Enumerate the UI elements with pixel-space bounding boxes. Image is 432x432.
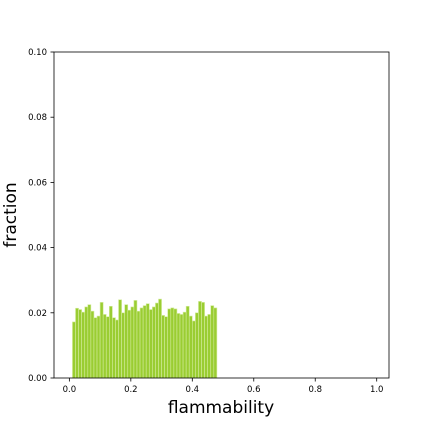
histogram-bar [182,311,187,379]
histogram-bar [90,310,95,379]
histogram-bar [176,313,181,379]
histogram-bar [105,316,110,379]
histogram-bar [72,321,76,379]
histogram-bar [127,309,132,379]
histogram-bar [185,305,190,379]
y-tick-label: 0.06 [28,178,47,188]
histogram-bar [96,315,101,379]
y-axis-label: fraction [1,182,21,247]
histogram-bar [118,299,122,379]
histogram-bar [115,319,119,379]
x-axis-ticks: 0.0 0.2 0.4 0.6 0.8 1.0 [63,378,384,395]
x-axis-label: flammability [168,398,274,418]
x-tick-label: 0.2 [124,385,138,395]
histogram-bar [164,316,169,379]
histogram-bar [93,317,98,379]
y-tick-label: 0.00 [28,374,47,384]
y-tick-label: 0.04 [28,244,47,254]
histogram-bar [142,305,147,379]
histogram-bar [75,307,79,379]
histogram-bar [173,308,178,379]
histogram-bar [207,314,212,379]
histogram-bar [112,317,116,379]
histogram-bar [179,314,184,379]
histogram-bar [121,312,125,379]
histogram-bar [152,306,156,379]
histogram-bar [124,304,129,379]
histogram-bar [155,302,159,379]
histogram-bar [145,303,150,379]
x-tick-label: 0.8 [308,385,322,395]
histogram-bar [87,304,92,379]
x-tick-label: 0.4 [186,385,200,395]
x-tick-label: 0.0 [63,385,77,395]
plot-frame [53,51,390,379]
x-tick-label: 1.0 [370,385,384,395]
histogram-bar [109,305,113,379]
x-tick-label: 0.6 [247,385,261,395]
histogram-bar [210,305,215,379]
histogram-bar [158,298,162,379]
histogram-bar [198,301,202,379]
histogram-bar [204,315,208,379]
histogram-bar [130,306,135,379]
histogram-bar [167,308,172,379]
histogram-bar [170,307,175,379]
histogram-bar [192,320,196,379]
histogram-bar [81,311,86,379]
histogram-bar [188,315,193,379]
histogram-bar [99,302,104,379]
y-tick-label: 0.08 [28,113,47,123]
histogram-bar [139,307,144,379]
histogram-bar [213,307,218,379]
histogram-bar [148,309,153,379]
y-tick-label: 0.10 [28,48,47,58]
histogram-bar [133,300,138,379]
histogram-bar [102,314,107,379]
histogram-bar [136,310,141,379]
histogram-bar [195,312,199,379]
histogram-bar [201,302,205,379]
histogram-bar [84,306,89,379]
y-tick-label: 0.02 [28,309,47,319]
histogram-bar [78,309,82,379]
y-axis-ticks: 0.00 0.02 0.04 0.06 0.08 0.10 [28,48,54,384]
histogram-bar [161,315,165,379]
